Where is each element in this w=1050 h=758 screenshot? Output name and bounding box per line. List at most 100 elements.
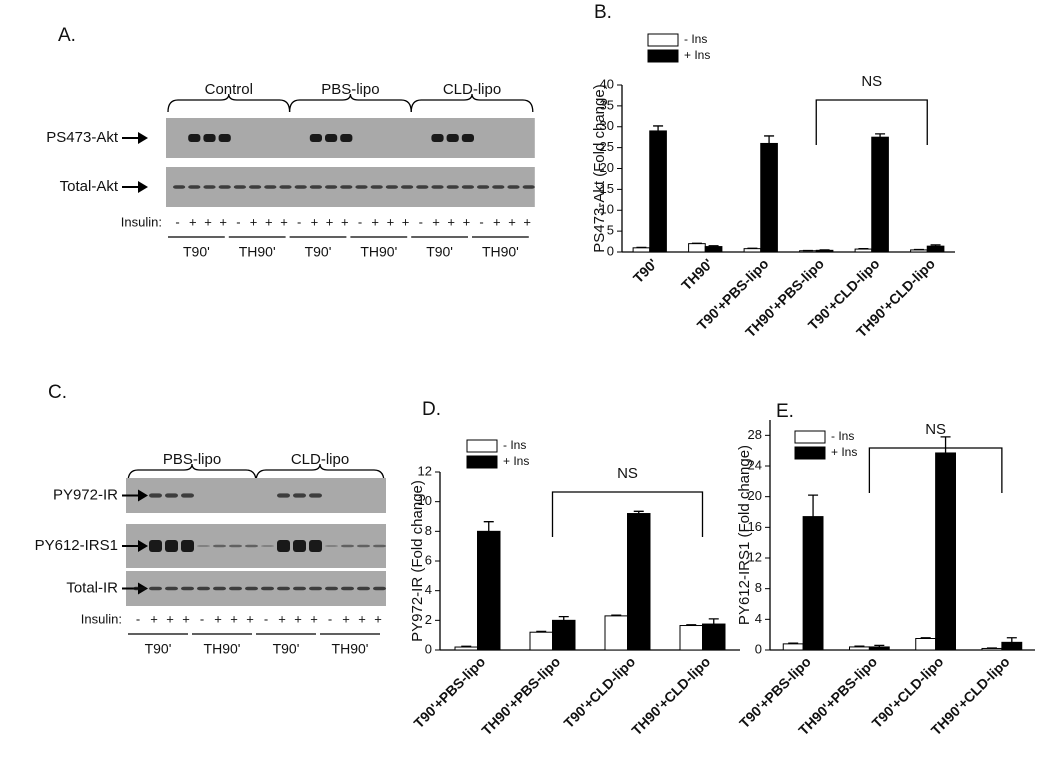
error-bar — [483, 521, 494, 532]
bar — [926, 245, 945, 253]
y-axis-label: PS473-Akt (Fold change) — [591, 84, 608, 252]
error-bar — [653, 125, 664, 131]
legend-swatch — [794, 430, 826, 444]
condition-label: TH90' — [204, 641, 241, 657]
insulin-sign: + — [311, 214, 319, 229]
legend-label: + Ins — [503, 454, 529, 468]
condition-label: T90' — [273, 641, 300, 657]
insulin-sign: + — [280, 214, 288, 229]
bar — [743, 248, 762, 253]
band — [446, 185, 459, 189]
insulin-sign: + — [189, 214, 197, 229]
legend-label: - Ins — [503, 438, 526, 452]
band — [522, 185, 535, 189]
band — [385, 185, 398, 189]
band — [279, 185, 292, 189]
band — [264, 185, 277, 189]
group-bracket — [127, 463, 257, 483]
y-tick-label: 4 — [425, 582, 432, 597]
error-bar — [875, 133, 886, 138]
insulin-sign: + — [387, 214, 395, 229]
band — [173, 185, 186, 189]
insulin-sign: - — [264, 611, 268, 626]
group-bracket — [410, 93, 534, 113]
bar — [688, 243, 706, 253]
band — [229, 586, 242, 591]
band — [245, 586, 258, 591]
panel-label: B. — [594, 2, 612, 23]
band — [149, 493, 162, 498]
insulin-sign: - — [136, 611, 140, 626]
insulin-sign: + — [294, 611, 302, 626]
band — [293, 493, 306, 498]
insulin-sign: - — [479, 214, 483, 229]
insulin-sign: + — [182, 611, 190, 626]
insulin-sign: + — [342, 611, 350, 626]
panel-label: E. — [776, 401, 794, 422]
group-label: PBS-lipo — [163, 451, 221, 468]
condition-label: TH90' — [239, 244, 276, 260]
error-bar — [874, 644, 885, 647]
group-label: PBS-lipo — [321, 81, 379, 98]
bar — [935, 452, 956, 651]
insulin-sign: + — [447, 214, 455, 229]
band — [213, 586, 226, 591]
band — [446, 134, 459, 142]
error-bar — [930, 244, 941, 247]
band — [188, 134, 201, 142]
group-label: CLD-lipo — [443, 81, 501, 98]
y-tick-label: 10 — [418, 493, 432, 508]
ns-bracket — [551, 491, 704, 537]
insulin-sign: + — [265, 214, 273, 229]
insulin-sign: + — [278, 611, 286, 626]
condition-label: TH90' — [360, 244, 397, 260]
y-tick-label: 0 — [425, 641, 432, 656]
arrow-head — [138, 132, 148, 144]
legend-swatch — [466, 439, 498, 453]
bar — [760, 142, 778, 253]
y-tick-label: 6 — [425, 552, 432, 567]
band — [431, 185, 444, 189]
error-bar — [708, 618, 719, 625]
bar — [454, 646, 478, 651]
condition-label: T90' — [305, 244, 332, 260]
band — [341, 544, 354, 548]
condition-label: T90' — [183, 244, 210, 260]
panel-label: A. — [58, 25, 76, 46]
band — [309, 185, 322, 189]
condition-label: TH90' — [482, 244, 519, 260]
band — [218, 185, 231, 189]
y-tick-label: 4 — [755, 611, 762, 626]
bar — [649, 130, 667, 253]
error-bar — [1006, 637, 1017, 643]
bar — [552, 619, 576, 651]
band — [203, 134, 216, 142]
y-tick-label: 24 — [748, 457, 762, 472]
insulin-sign: + — [219, 214, 227, 229]
annotation: NS — [925, 421, 946, 438]
band — [165, 586, 178, 591]
band — [431, 134, 444, 142]
bar — [849, 646, 870, 651]
y-tick-label: 28 — [748, 427, 762, 442]
bar — [815, 249, 834, 253]
band — [261, 545, 274, 547]
bar — [868, 646, 890, 651]
group-bracket — [255, 463, 385, 483]
bar — [782, 643, 804, 651]
annotation: NS — [617, 465, 638, 482]
y-axis-label: PY612-IRS1 (Fold change) — [736, 445, 753, 625]
error-bar — [686, 624, 697, 626]
legend-label: + Ins — [684, 48, 710, 62]
band — [181, 586, 194, 591]
insulin-sign: - — [200, 611, 204, 626]
legend-swatch — [647, 49, 679, 63]
insulin-sign: - — [297, 214, 301, 229]
panel-label: D. — [422, 399, 441, 420]
band — [249, 185, 262, 189]
x-tick-label: TH90' — [678, 255, 716, 293]
band — [203, 185, 216, 189]
band — [233, 185, 246, 189]
band — [149, 540, 162, 552]
bar — [854, 248, 873, 253]
